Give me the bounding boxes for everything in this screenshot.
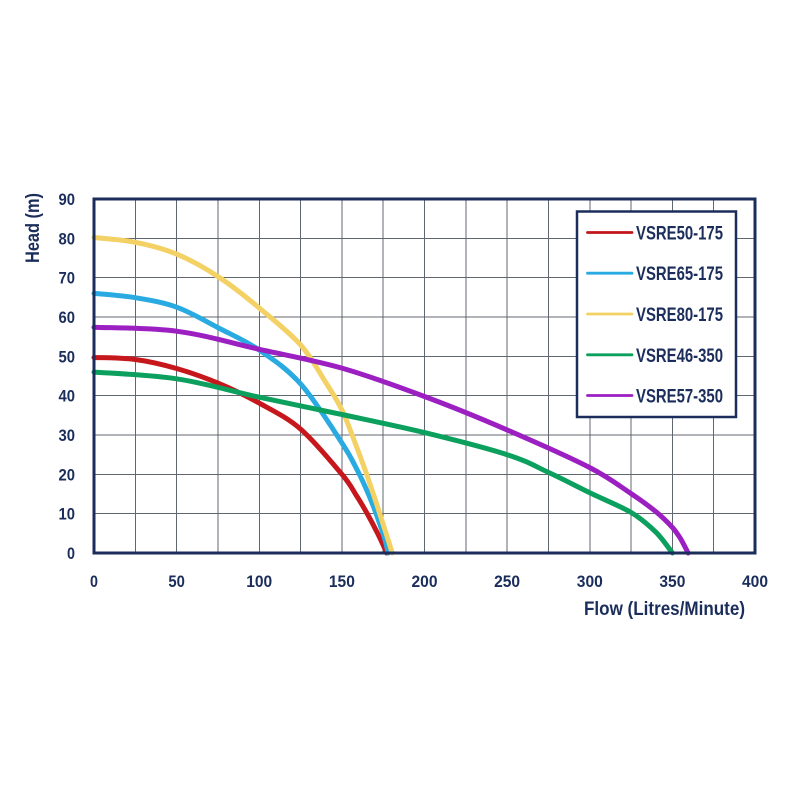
svg-text:VSRE50-175: VSRE50-175	[636, 224, 723, 245]
svg-text:50: 50	[59, 347, 76, 366]
svg-text:80: 80	[59, 229, 76, 248]
svg-text:100: 100	[246, 572, 272, 591]
svg-text:60: 60	[59, 308, 76, 327]
svg-text:Flow (Litres/Minute): Flow (Litres/Minute)	[584, 599, 745, 620]
svg-text:90: 90	[59, 190, 76, 209]
svg-text:20: 20	[59, 465, 76, 484]
svg-text:350: 350	[659, 572, 685, 591]
svg-text:VSRE65-175: VSRE65-175	[636, 264, 723, 285]
svg-text:VSRE80-175: VSRE80-175	[636, 305, 723, 326]
svg-text:10: 10	[59, 505, 76, 524]
svg-text:200: 200	[412, 572, 438, 591]
svg-text:70: 70	[59, 269, 76, 288]
svg-text:400: 400	[742, 572, 768, 591]
svg-text:40: 40	[59, 387, 76, 406]
svg-text:VSRE57-350: VSRE57-350	[636, 387, 723, 408]
svg-text:0: 0	[90, 572, 98, 591]
svg-text:250: 250	[494, 572, 520, 591]
svg-text:Head (m): Head (m)	[23, 193, 44, 263]
svg-text:300: 300	[577, 572, 603, 591]
svg-text:30: 30	[59, 426, 76, 445]
svg-text:0: 0	[67, 544, 75, 563]
svg-text:150: 150	[329, 572, 355, 591]
svg-text:VSRE46-350: VSRE46-350	[636, 346, 723, 367]
svg-text:50: 50	[168, 572, 185, 591]
